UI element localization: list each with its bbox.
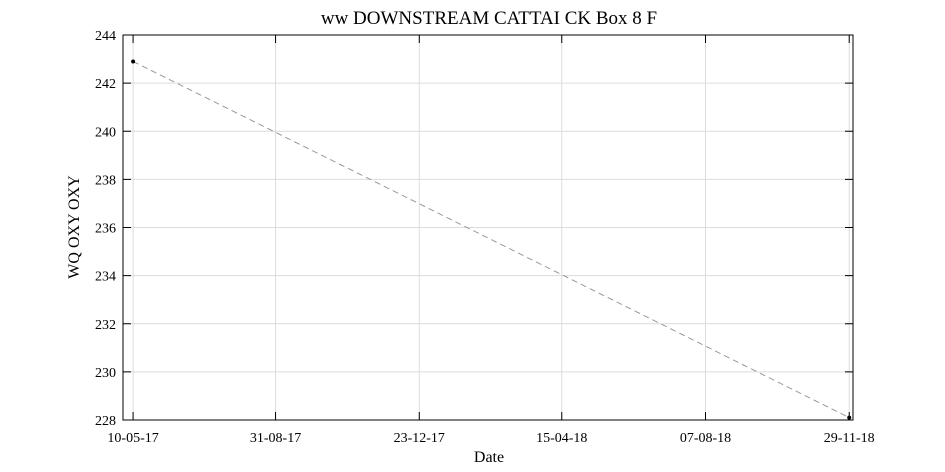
y-tick-label: 240 bbox=[95, 125, 116, 140]
series-line bbox=[132, 61, 850, 419]
y-tick-label: 232 bbox=[95, 318, 116, 333]
x-tick-label: 31-08-17 bbox=[250, 431, 301, 446]
y-tick-label: 238 bbox=[95, 173, 116, 188]
x-tick-label: 10-05-17 bbox=[107, 431, 158, 446]
x-axis: 10-05-17 31-08-17 23-12-17 15-04-18 07-08-18… bbox=[107, 35, 875, 446]
y-tick-label: 236 bbox=[95, 222, 116, 237]
x-tick-label: 07-08-18 bbox=[680, 431, 731, 446]
y-tick-label: 230 bbox=[95, 366, 116, 381]
x-tick-label: 15-04-18 bbox=[536, 431, 587, 446]
x-tick-label: 29-11-18 bbox=[824, 431, 875, 446]
x-tick-label: 23-12-17 bbox=[394, 431, 445, 446]
y-tick-label: 242 bbox=[95, 77, 116, 92]
y-tick-label: 228 bbox=[95, 414, 116, 429]
y-axis-label: WQ OXY OXY bbox=[66, 175, 83, 279]
y-tick-label: 234 bbox=[95, 270, 116, 285]
data-point bbox=[131, 59, 136, 64]
x-axis-label: Date bbox=[474, 449, 504, 466]
y-tick-label: 244 bbox=[95, 29, 116, 44]
chart-title: ww DOWNSTREAM CATTAI CK Box 8 F bbox=[321, 8, 657, 29]
grid bbox=[123, 35, 853, 420]
y-axis: 228 230 232 234 236 238 240 242 244 bbox=[95, 29, 853, 429]
